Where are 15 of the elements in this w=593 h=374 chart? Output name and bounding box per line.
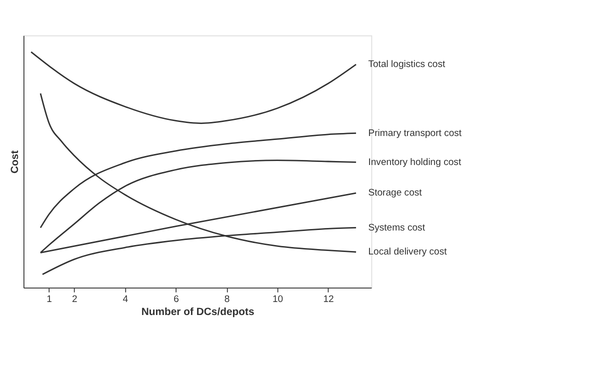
- series-label: Systems cost: [368, 222, 426, 234]
- x-tick-label: 8: [224, 294, 230, 305]
- series-label: Total logistics cost: [368, 59, 446, 70]
- x-tick-label: 4: [122, 294, 129, 305]
- x-tick-label: 10: [272, 294, 284, 305]
- series-label: Primary transport cost: [368, 128, 462, 139]
- x-tick-label: 1: [46, 294, 52, 305]
- x-tick-label: 12: [323, 294, 334, 305]
- x-axis-title: Number of DCs/depots: [141, 306, 254, 318]
- series-label: Storage cost: [368, 188, 422, 199]
- x-tick-label: 2: [72, 294, 78, 305]
- series-label: Local delivery cost: [368, 246, 448, 258]
- series-label: Inventory holding cost: [368, 156, 462, 168]
- x-tick-label: 6: [174, 294, 179, 305]
- y-axis-title: Cost: [10, 150, 21, 174]
